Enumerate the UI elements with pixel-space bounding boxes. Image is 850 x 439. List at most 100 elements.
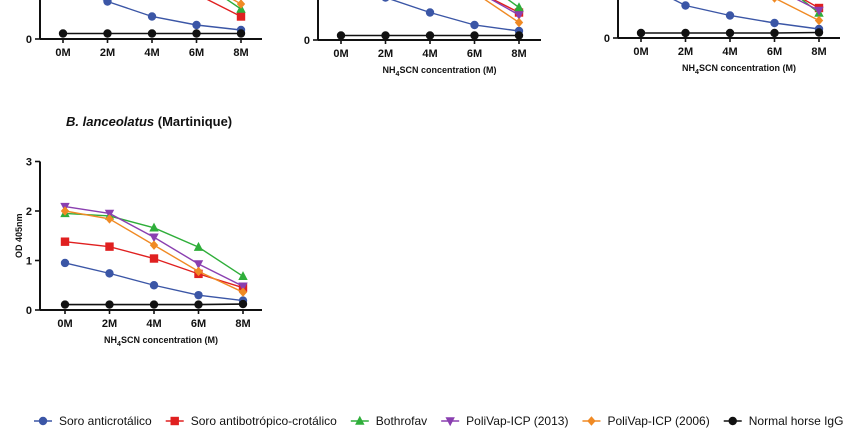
data-point xyxy=(147,29,157,38)
legend-label: PoliVap-ICP (2006) xyxy=(607,414,709,428)
legend-marker xyxy=(728,416,737,426)
data-point xyxy=(681,28,690,38)
data-point xyxy=(814,6,824,16)
y-tick-label: 0 xyxy=(604,33,610,45)
panel-bottom-left: 0 1 2 3 0M 2M 4M 6M 8M NH4SCN concentration (M) OD… xyxy=(14,114,262,348)
data-point xyxy=(772,0,777,3)
x-tick-label: 0M xyxy=(57,318,72,330)
data-point xyxy=(149,300,159,309)
data-point xyxy=(236,29,246,38)
data-point xyxy=(192,29,201,38)
legend-marker xyxy=(355,415,365,425)
data-point xyxy=(149,222,159,232)
series-group xyxy=(60,202,248,309)
data-point xyxy=(425,8,435,17)
data-point xyxy=(470,31,479,40)
legend-item: Normal horse IgG xyxy=(723,414,844,428)
data-point xyxy=(149,233,159,243)
x-tick-label: 8M xyxy=(233,47,248,59)
data-point xyxy=(149,254,159,263)
x-tick-label: 4M xyxy=(146,318,161,330)
x-tick-label: 4M xyxy=(144,47,159,59)
x-tick-label: 0M xyxy=(333,48,348,60)
data-point xyxy=(770,28,779,38)
x-tick-label: 6M xyxy=(191,318,206,330)
x-tick-label: 0M xyxy=(633,46,648,58)
series-line xyxy=(484,0,520,24)
y-tick-label: 0 xyxy=(26,305,32,317)
legend-marker xyxy=(587,416,596,426)
legend-label: Soro anticrotálico xyxy=(59,414,152,428)
data-point xyxy=(238,299,248,309)
data-point xyxy=(238,287,248,297)
series-group xyxy=(636,0,824,38)
y-tick-label: 0 xyxy=(304,35,310,47)
y-tick-label: 3 xyxy=(26,157,32,169)
x-tick-label: 6M xyxy=(189,47,204,59)
panel-top-middle: 0 0M 2M 4M 6M 8M NH4SCN concentration (M) xyxy=(304,0,541,78)
x-tick-label: 6M xyxy=(767,46,782,58)
data-point xyxy=(60,300,70,309)
x-tick-label: 2M xyxy=(378,48,393,60)
data-point xyxy=(514,17,524,28)
data-point xyxy=(194,266,203,277)
data-point xyxy=(105,214,114,224)
data-point xyxy=(194,300,203,309)
data-point xyxy=(103,29,112,38)
legend-label: PoliVap-ICP (2013) xyxy=(466,414,568,428)
data-point xyxy=(681,1,690,10)
data-point xyxy=(725,11,735,20)
panel-top-left: 0 0M 2M 4M 6M 8M xyxy=(26,0,262,59)
legend-marker xyxy=(170,416,179,426)
series-group xyxy=(58,0,246,38)
data-point xyxy=(60,258,70,268)
data-point xyxy=(814,15,824,26)
data-point xyxy=(193,241,204,251)
data-point xyxy=(236,0,246,9)
legend-item: Bothrofav xyxy=(350,414,427,428)
data-point xyxy=(192,20,201,30)
data-point xyxy=(105,242,114,251)
y-axis-label: OD 405nm xyxy=(14,213,24,258)
x-tick-label: 4M xyxy=(422,48,437,60)
data-point xyxy=(60,237,70,246)
legend-label: Soro antibotrópico-crotálico xyxy=(191,414,337,428)
x-tick-label: 6M xyxy=(467,48,482,60)
x-tick-label: 4M xyxy=(722,46,737,58)
legend-item: PoliVap-ICP (2013) xyxy=(441,414,568,428)
data-point xyxy=(770,18,779,28)
y-tick-label: 0 xyxy=(26,34,32,46)
x-tick-label: 8M xyxy=(511,48,526,60)
x-tick-label: 2M xyxy=(678,46,693,58)
legend-marker xyxy=(38,416,48,426)
x-tick-label: 2M xyxy=(102,318,117,330)
data-point xyxy=(238,271,248,281)
data-point xyxy=(514,31,524,40)
legend-item: Soro antibotrópico-crotálico xyxy=(165,414,337,428)
data-point xyxy=(105,269,114,278)
y-tick-label: 1 xyxy=(26,256,32,268)
data-point xyxy=(236,12,246,21)
legend-label: Normal horse IgG xyxy=(749,414,844,428)
data-point xyxy=(514,11,524,21)
y-tick-label: 2 xyxy=(26,206,32,218)
data-point xyxy=(147,12,157,21)
series-group xyxy=(336,0,524,40)
legend-label: Bothrofav xyxy=(376,414,427,428)
data-point xyxy=(636,28,646,38)
series-line xyxy=(796,0,820,12)
data-point xyxy=(425,31,435,40)
series-line xyxy=(206,0,242,18)
data-point xyxy=(58,29,68,38)
legend-item: Soro anticrotálico xyxy=(34,414,152,428)
data-point xyxy=(149,240,159,250)
data-point xyxy=(193,260,204,270)
series-line xyxy=(776,0,820,22)
data-point xyxy=(725,28,735,38)
x-axis-label: NH4SCN concentration (M) xyxy=(682,63,796,76)
x-tick-label: 2M xyxy=(100,47,115,59)
data-point xyxy=(381,31,390,40)
x-tick-label: 8M xyxy=(235,318,250,330)
data-point xyxy=(382,0,389,2)
data-point xyxy=(470,20,479,30)
